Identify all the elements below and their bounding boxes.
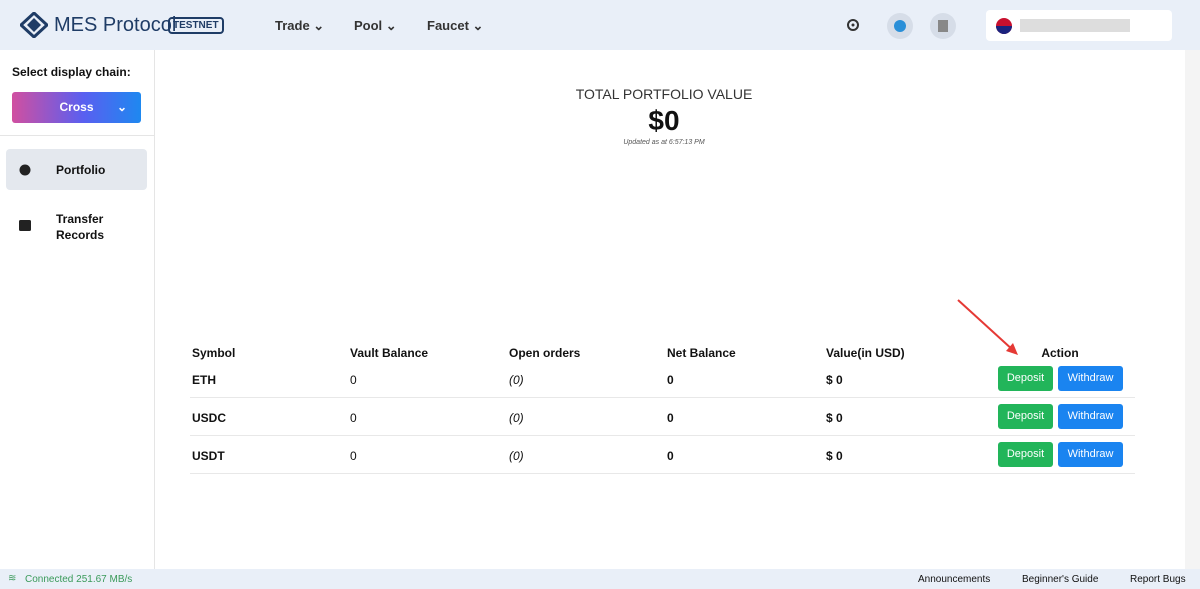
pie-icon <box>19 164 31 176</box>
footer-link[interactable]: Report Bugs <box>1130 574 1186 585</box>
chain-select[interactable]: Cross ⌄ <box>12 92 141 123</box>
table-header: Action <box>1041 346 1079 360</box>
chain-icon[interactable] <box>887 13 913 39</box>
nav-trade[interactable]: Trade ⌄ <box>275 18 325 33</box>
connection-icon: ≋ <box>8 573 17 584</box>
table-header: Vault Balance <box>350 346 429 360</box>
portfolio-title: TOTAL PORTFOLIO VALUE <box>575 86 753 102</box>
deposit-button[interactable]: Deposit <box>998 366 1053 391</box>
table-cell: 0 <box>667 373 674 387</box>
wallet-icon <box>19 220 31 231</box>
table-cell: $ 0 <box>826 373 843 387</box>
connection-status: Connected 251.67 MB/s <box>25 574 133 585</box>
withdraw-button[interactable]: Withdraw <box>1058 404 1123 429</box>
chain-label: Select display chain: <box>12 65 131 79</box>
table-header: Open orders <box>509 346 581 360</box>
menu-transfer[interactable]: Transfer Records <box>56 212 105 242</box>
nav-label: Faucet <box>427 18 469 33</box>
table-cell: USDT <box>192 449 225 463</box>
table-cell: 0 <box>350 449 357 463</box>
table-cell: USDC <box>192 411 227 425</box>
row-separator <box>190 473 1135 474</box>
avatar <box>996 18 1012 34</box>
portfolio-value: $0 <box>648 105 680 136</box>
menu-label: Portfolio <box>56 163 106 177</box>
scroll-icon[interactable] <box>930 13 956 39</box>
table-cell: $ 0 <box>826 449 843 463</box>
table-cell: (0) <box>509 411 524 425</box>
footer: ≋ Connected 251.67 MB/s Announcements Be… <box>0 569 1200 589</box>
sidebar <box>0 50 155 569</box>
table-cell: 0 <box>667 449 674 463</box>
row-separator <box>190 397 1135 398</box>
table-cell: $ 0 <box>826 411 843 425</box>
withdraw-button[interactable]: Withdraw <box>1058 442 1123 467</box>
divider <box>0 135 154 136</box>
chain-value: Cross <box>59 100 94 114</box>
settings-icon[interactable] <box>845 17 861 33</box>
table-header: Net Balance <box>667 346 736 360</box>
table-cell: 0 <box>667 411 674 425</box>
table-cell: ETH <box>192 373 216 387</box>
table-cell: (0) <box>509 373 524 387</box>
deposit-button[interactable]: Deposit <box>998 442 1053 467</box>
nav-label: Pool <box>354 18 383 33</box>
table-header: Value(in USD) <box>826 346 905 360</box>
footer-link[interactable]: Announcements <box>918 574 991 585</box>
nav-label: Trade <box>275 18 310 33</box>
brand[interactable]: MES Protocol <box>54 14 177 36</box>
table-cell: 0 <box>350 411 357 425</box>
row-separator <box>190 435 1135 436</box>
network-badge: TESTNET <box>168 17 224 34</box>
table-header: Symbol <box>192 346 236 360</box>
annotation-arrow <box>957 299 1018 355</box>
updated-time: Updated as at 6:57:13 PM <box>623 139 705 146</box>
table-cell: 0 <box>350 373 357 387</box>
header: MES Protocol TESTNET Trade ⌄ Pool ⌄ Fauc… <box>0 0 1200 50</box>
withdraw-button[interactable]: Withdraw <box>1058 366 1123 391</box>
account-button[interactable] <box>986 10 1172 41</box>
table-cell: (0) <box>509 449 524 463</box>
logo <box>20 12 48 38</box>
nav-pool[interactable]: Pool ⌄ <box>354 18 397 33</box>
blurred-address <box>1020 19 1130 32</box>
footer-link[interactable]: Beginner's Guide <box>1022 574 1099 585</box>
scrollbar[interactable] <box>1185 50 1200 569</box>
deposit-button[interactable]: Deposit <box>998 404 1053 429</box>
nav-faucet[interactable]: Faucet ⌄ <box>427 18 484 33</box>
